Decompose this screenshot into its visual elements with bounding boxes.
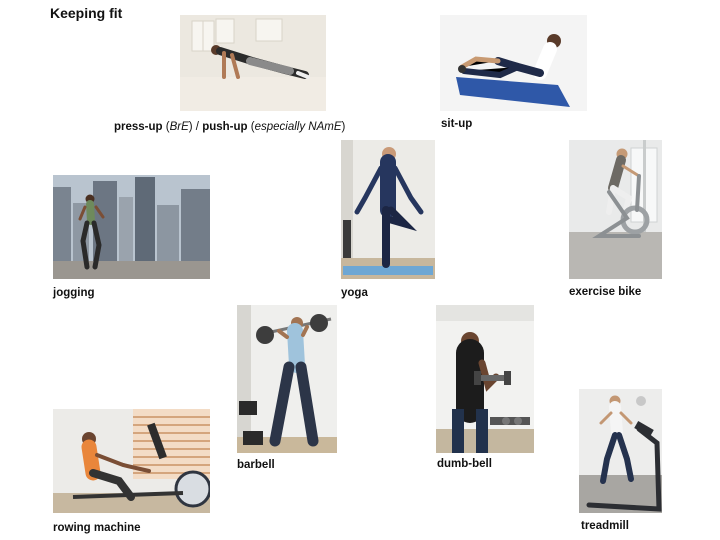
yoga-caption: yoga	[341, 287, 368, 299]
barbell-photo	[237, 305, 337, 453]
exercise-bike-caption: exercise bike	[569, 286, 642, 298]
sit-up-caption: sit-up	[441, 118, 473, 130]
treadmill-caption: treadmill	[581, 520, 629, 532]
press-up-photo	[180, 15, 326, 111]
jogging-caption: jogging	[53, 287, 95, 299]
jogging-photo	[53, 175, 210, 279]
rowing-machine-photo	[53, 409, 210, 513]
yoga-photo	[341, 140, 435, 279]
barbell-caption: barbell	[237, 459, 275, 471]
exercise-bike-photo	[569, 140, 662, 279]
rowing-machine-caption: rowing machine	[53, 522, 141, 534]
dumb-bell-photo	[436, 305, 534, 453]
treadmill-photo	[579, 389, 662, 513]
dumb-bell-caption: dumb-bell	[437, 458, 492, 470]
sit-up-photo	[440, 15, 587, 111]
page-title: Keeping fit	[50, 5, 123, 21]
press-up-caption: press-up (BrE) / push-up (especially NAm…	[114, 121, 346, 133]
